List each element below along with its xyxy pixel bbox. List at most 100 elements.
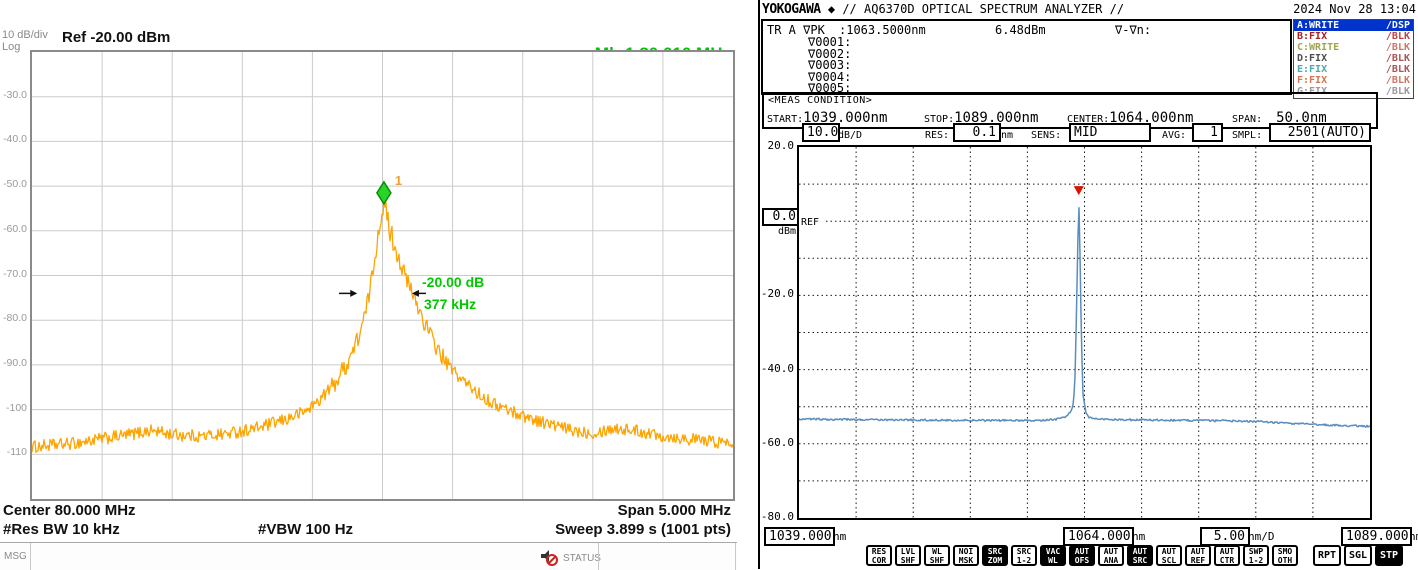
ref-level-box[interactable]: 0.0: [762, 208, 800, 226]
softkey-label-top: AUT: [1190, 546, 1206, 556]
osa-datetime: 2024 Nov 28 13:04: [1293, 2, 1416, 16]
x-center-unit: nm: [1132, 530, 1146, 543]
y-axis-label: -90.0: [3, 356, 27, 369]
delta-marker-label: ∇-∇n:: [1115, 23, 1152, 37]
softkey-aut-ofs[interactable]: AUT OFS: [1069, 545, 1095, 566]
res-value-box[interactable]: 0.1: [953, 123, 1001, 142]
meas-start[interactable]: START:1039.000nm: [767, 110, 888, 126]
softkey-label-bottom: COR: [871, 555, 887, 565]
softkey-label-bottom: CTR: [1219, 555, 1235, 565]
ref-level-unit: dBm: [777, 226, 796, 237]
y-axis-label: -80.0: [760, 510, 794, 523]
x-center-box[interactable]: 1064.000: [1063, 527, 1134, 546]
softkey-swp-1-2[interactable]: SWP 1-2: [1243, 545, 1269, 566]
trace-status-row-d[interactable]: D:FIX/BLK: [1294, 53, 1413, 64]
softkey-aut-ana[interactable]: AUT ANA: [1098, 545, 1124, 566]
softkey-res-cor[interactable]: RES COR: [866, 545, 892, 566]
meas-center[interactable]: CENTER:1064.000nm: [1067, 110, 1194, 126]
sweep-label: Sweep 3.899 s (1001 pts): [555, 521, 731, 538]
softkey-lvl-shf[interactable]: LVL SHF: [895, 545, 921, 566]
res-bw-label: #Res BW 10 kHz: [3, 521, 120, 538]
softkey-smo-oth[interactable]: SMO OTH: [1272, 545, 1298, 566]
y-axis-label: -100: [5, 401, 27, 414]
x-per-div-box[interactable]: 5.00: [1200, 527, 1250, 546]
y-axis-label: 20.0: [767, 139, 795, 152]
y-axis-label: -40.0: [3, 133, 27, 146]
sens-label: SENS:: [1031, 130, 1062, 141]
softkey-toolbar: RES COR LVL SHF WL SHF NOI MSK SRC ZOM SRC 1-2 VAC WL…: [866, 545, 1403, 566]
x-axis-row: 1039.000 nm 1064.000 nm 5.00 nm/D 1089.0…: [760, 527, 1418, 546]
marker-row: ∇0005:: [808, 81, 852, 96]
osa-panel: YOKOGAWA ◆ // AQ6370D OPTICAL SPECTRUM A…: [758, 0, 1418, 569]
peak-power-value: 6.48dBm: [995, 23, 1046, 37]
softkey-wl-shf[interactable]: WL SHF: [924, 545, 950, 566]
optical-trace: [798, 207, 1371, 428]
rf-trace: [31, 197, 734, 453]
smpl-value-box[interactable]: 2501(AUTO): [1269, 123, 1371, 142]
softkey-label-top: SWP: [1248, 546, 1264, 556]
avg-value-box[interactable]: 1: [1192, 123, 1223, 142]
trace-status-display-mode: /BLK: [1385, 64, 1410, 75]
softkey-vac-wl[interactable]: VAC WL: [1040, 545, 1066, 566]
msg-label[interactable]: MSG: [4, 551, 27, 562]
softkey-aut-scl[interactable]: AUT SCL: [1156, 545, 1182, 566]
scale-per-div-label: 10 dB/div: [2, 29, 48, 41]
x-start-unit: nm: [833, 530, 847, 543]
softkey-label-top: SMO: [1277, 546, 1293, 556]
softkey-label-bottom: MSK: [958, 555, 974, 565]
trace-peak-info-box: TR A ∇PK :1063.5000nm 6.48dBm ∇-∇n: ∇000…: [761, 19, 1292, 95]
level-scale-box[interactable]: 10.0: [802, 123, 840, 142]
trace-label: TR A ∇PK: [767, 23, 825, 37]
softkey-aut-ref[interactable]: AUT REF: [1185, 545, 1211, 566]
x-per-div-unit: nm/D: [1248, 530, 1275, 543]
softkey-label-bottom: ZOM: [987, 555, 1003, 565]
y-axis-label: -110: [6, 446, 27, 459]
softkey-label-bottom: SCL: [1161, 555, 1177, 565]
trace-status-row-b[interactable]: B:FIX/BLK: [1294, 31, 1413, 42]
vbw-label: #VBW 100 Hz: [258, 521, 354, 538]
marker-row: ∇0001:: [808, 35, 852, 49]
status-label[interactable]: STATUS: [563, 553, 601, 564]
x-stop-unit: nm: [1409, 530, 1418, 543]
x-stop-box[interactable]: 1089.000: [1341, 527, 1412, 546]
y-axis-label: -50.0: [3, 178, 27, 191]
y-axis-label: -20.0: [760, 287, 794, 301]
rf-spectrum-analyzer-panel: Mkr1 80.010 MHz -54.26 dBm 10 dB/div Log…: [0, 29, 737, 570]
softkey-label-top: WL: [932, 546, 942, 556]
speaker-muted-icon: [541, 550, 558, 566]
softkey-label-top: AUT: [1074, 546, 1090, 556]
softkey-src-1-2[interactable]: SRC 1-2: [1011, 545, 1037, 566]
trace-status-row-g[interactable]: G:FIX/BLK: [1294, 86, 1413, 97]
trace-status-label: G:FIX: [1297, 86, 1328, 97]
trace-status-row-a[interactable]: A:WRITE/DSP: [1294, 20, 1413, 31]
trace-status-row-e[interactable]: E:FIX/BLK: [1294, 64, 1413, 75]
softkey-label-top: NOI: [958, 546, 974, 556]
res-label: RES:: [925, 130, 950, 141]
trace-status-label: D:FIX: [1297, 53, 1328, 64]
bandwidth-level-annotation: -20.00 dB: [422, 274, 485, 290]
sweep-button-stp[interactable]: STP: [1375, 545, 1403, 566]
rf-plot-area: 1: [30, 50, 735, 501]
trace-status-display-mode: /BLK: [1385, 31, 1410, 42]
meas-condition-title: <MEAS CONDITION>: [768, 95, 873, 106]
softkey-src-zom[interactable]: SRC ZOM: [982, 545, 1008, 566]
softkey-aut-src[interactable]: AUT SRC: [1127, 545, 1153, 566]
softkey-label-bottom: 1-2: [1248, 555, 1264, 565]
sens-value-box[interactable]: MID: [1069, 123, 1151, 142]
softkey-aut-ctr[interactable]: AUT CTR: [1214, 545, 1240, 566]
marker-row: ∇0004:: [808, 69, 852, 84]
x-start-box[interactable]: 1039.000: [764, 527, 835, 546]
meas-stop[interactable]: STOP:1089.000nm: [924, 110, 1039, 126]
y-axis-label: -30.0: [3, 88, 27, 101]
meas-span[interactable]: SPAN: 50.0nm: [1232, 110, 1327, 126]
sweep-button-rpt[interactable]: RPT: [1313, 545, 1341, 566]
marker-1-diamond-icon[interactable]: [376, 180, 392, 206]
peak-marker-icon[interactable]: [1073, 186, 1084, 196]
softkey-noi-msk[interactable]: NOI MSK: [953, 545, 979, 566]
trace-status-row-f[interactable]: F:FIX/BLK: [1294, 75, 1413, 86]
sweep-button-sgl[interactable]: SGL: [1344, 545, 1372, 566]
trace-status-row-c[interactable]: C:WRITE/BLK: [1294, 42, 1413, 53]
marker-row: ∇0002:: [808, 46, 852, 61]
trace-status-display-mode: /DSP: [1385, 20, 1410, 31]
osa-brand: YOKOGAWA: [762, 2, 821, 17]
